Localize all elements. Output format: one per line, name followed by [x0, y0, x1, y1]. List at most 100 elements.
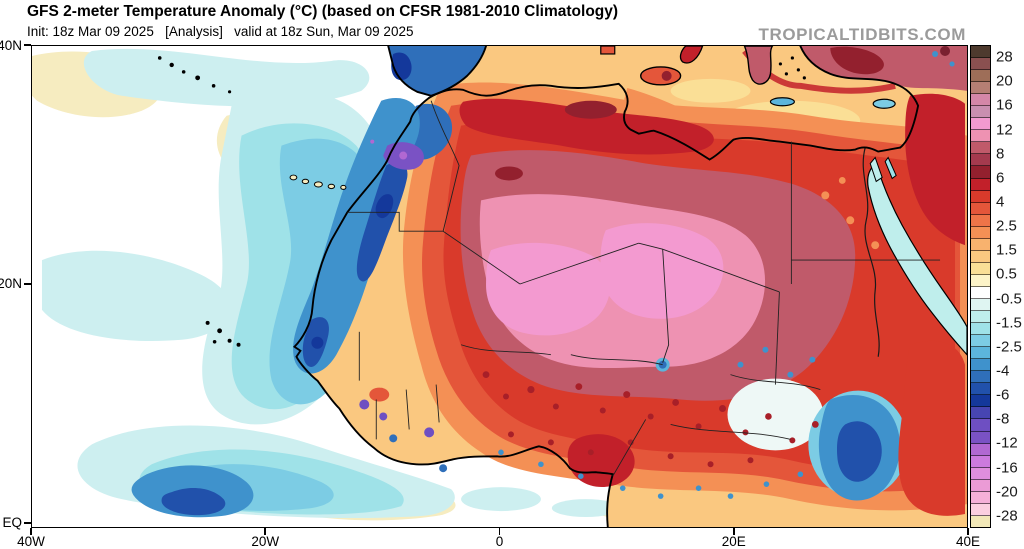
colorbar-tick-label: -28 [996, 507, 1018, 525]
guinea-coast-spots [359, 387, 635, 488]
lon-tick [967, 528, 969, 535]
colorbar-segment [971, 58, 990, 71]
colorbar-tick-label: 4 [996, 193, 1005, 211]
colorbar-segment [971, 94, 990, 107]
colorbar-tick-label: -12 [996, 434, 1018, 452]
lat-label: EQ [2, 515, 22, 531]
colorbar-segment [971, 491, 990, 504]
colorbar-segment [971, 371, 990, 384]
lon-label: 40E [955, 534, 981, 549]
colorbar-tick-label: -4 [996, 362, 1010, 380]
colorbar-tick-label: -8 [996, 410, 1010, 428]
tropicaltidbits-watermark: TROPICALTIDBITS.COM [758, 25, 966, 44]
colorbar-tick-label: -2.5 [996, 338, 1022, 356]
colorbar-segment [971, 479, 990, 492]
colorbar-segment [971, 106, 990, 119]
lon-label: 40W [17, 534, 45, 549]
crete-cold-spot [769, 97, 795, 107]
colorbar-tick-label: 20 [996, 72, 1013, 90]
colorbar-segment [971, 250, 990, 263]
canary-islands [289, 174, 347, 190]
colorbar-tick-label: -16 [996, 459, 1018, 477]
red-sea [867, 156, 967, 356]
colorbar-tick-label: 28 [996, 48, 1013, 66]
colorbar-segment [971, 214, 990, 227]
nw-africa-coastal-cold [293, 98, 453, 374]
colorbar-segment [971, 286, 990, 299]
lat-label: 40N [0, 37, 22, 53]
colorbar-segment [971, 323, 990, 336]
colorbar-segment [971, 419, 990, 432]
equatorial-atlantic-cold [131, 465, 254, 518]
lon-tick [264, 528, 267, 535]
lon-label: 20W [251, 534, 280, 549]
lat-tick [24, 283, 31, 285]
colorbar-segment [971, 431, 990, 444]
colorbar-segment [971, 347, 990, 360]
colorbar-tick-label: 0.5 [996, 265, 1017, 283]
colorbar-segment [971, 70, 990, 83]
colorbar-segment [971, 178, 990, 191]
colorbar-segment [971, 118, 990, 131]
colorbar-tick-label: 6 [996, 169, 1005, 187]
colorbar-segment [971, 46, 990, 59]
colorbar-tick-label: 8 [996, 145, 1005, 163]
sahel-speckles [482, 371, 819, 468]
east-africa-anomaly [655, 340, 966, 516]
anomaly-field-svg [32, 46, 967, 527]
sahel-cold-speckles [498, 346, 816, 499]
colorbar-segment [971, 238, 990, 251]
colorbar-segment [971, 166, 990, 179]
greece-landmass [743, 46, 774, 85]
anomaly-map [31, 45, 968, 528]
colorbar-segment [971, 335, 990, 348]
colorbar-tick-label: 12 [996, 121, 1013, 139]
mediterranean-islands [600, 46, 896, 109]
lon-tick [30, 528, 32, 535]
anatolia-warm-anomaly [800, 46, 967, 91]
cape-verde-islands [205, 320, 241, 347]
colorbar-segment [971, 443, 990, 456]
colorbar-segment [971, 190, 990, 203]
lon-label: 0 [495, 534, 504, 549]
colorbar-segment [971, 515, 990, 527]
colorbar-tick-label: 2.5 [996, 217, 1017, 235]
colorbar-segment [971, 298, 990, 312]
page-title: GFS 2-meter Temperature Anomaly (°C) (ba… [27, 3, 619, 20]
colorbar-segment [971, 311, 990, 324]
colorbar-tick-label: 16 [996, 96, 1013, 114]
colorbar-segment [971, 202, 990, 215]
colorbar-segment [971, 383, 990, 396]
lon-tick [498, 528, 501, 535]
colorbar-segment [971, 467, 990, 480]
colorbar-segment [971, 262, 990, 275]
colorbar-segment [971, 226, 990, 239]
egypt-speckles [821, 177, 880, 250]
colorbar-segment [971, 455, 990, 468]
lon-label: 20E [721, 534, 746, 549]
cyprus-cold-spot [872, 98, 896, 109]
colorbar-tick-label: -1.5 [996, 314, 1022, 332]
colorbar-segment [971, 130, 990, 143]
colorbar [970, 45, 991, 528]
colorbar-tick-label: -6 [996, 386, 1010, 404]
country-borders [347, 100, 941, 477]
colorbar-tick-label: -0.5 [996, 290, 1022, 308]
colorbar-segment [971, 154, 990, 167]
lat-tick [24, 522, 31, 524]
colorbar-segment [971, 503, 990, 516]
coastlines [292, 46, 920, 527]
colorbar-tick-label: 1.5 [996, 241, 1017, 259]
colorbar-segment [971, 359, 990, 372]
colorbar-tick-label: -20 [996, 483, 1018, 501]
colorbar-segment [971, 82, 990, 95]
lon-tick [732, 528, 735, 535]
colorbar-segment [971, 395, 990, 408]
colorbar-segment [971, 274, 990, 287]
azores-islands [157, 56, 232, 94]
init-valid-line: Init: 18z Mar 09 2025 [Analysis] valid a… [27, 24, 414, 39]
nile-river [862, 147, 880, 357]
colorbar-segment [971, 407, 990, 420]
colorbar-segment [971, 142, 990, 155]
